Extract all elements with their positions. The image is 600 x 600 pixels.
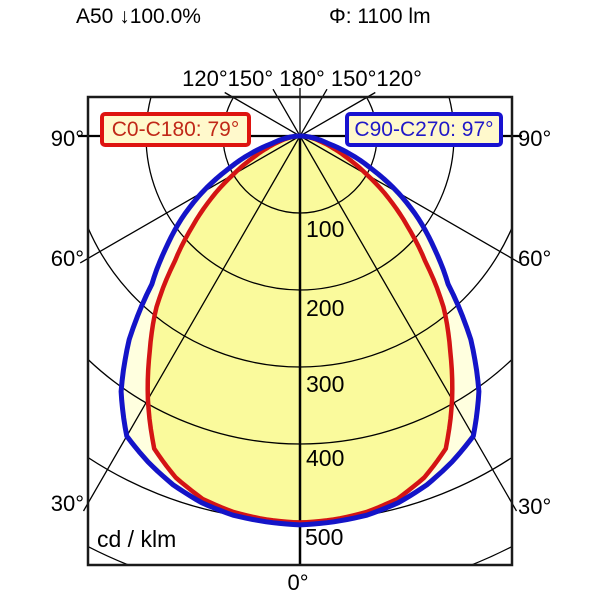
left-angle-label-90: 90° <box>50 126 84 151</box>
radial-label-200: 200 <box>306 295 345 321</box>
legend-c90-c270-label: C90-C270: 97° <box>354 117 494 141</box>
angle-line-60 <box>79 135 301 264</box>
legend-c90-c270: C90-C270: 97° <box>345 112 503 147</box>
angle-line-30 <box>82 135 301 512</box>
intensity-curves <box>118 133 482 528</box>
luminous-flux-header: Φ: 1100 lm <box>329 5 431 28</box>
unit-label: cd / klm <box>97 526 177 552</box>
plot-border <box>86 95 514 567</box>
angle-line-120 <box>299 91 376 137</box>
legend-c0-c180-label: C0-C180: 79° <box>111 117 240 141</box>
angle-line-60 <box>299 135 521 264</box>
radial-label-300: 300 <box>306 371 345 397</box>
left-angle-label-60: 60° <box>50 246 84 271</box>
bottom-angle-label-0: 0° <box>287 570 309 595</box>
radial-label-400: 400 <box>306 445 345 471</box>
angle-line-120 <box>224 91 301 137</box>
left-angle-label-30: 30° <box>50 491 84 516</box>
radial-label-100: 100 <box>306 216 345 242</box>
legend-c0-c180: C0-C180: 79° <box>100 112 251 147</box>
radial-label-500: 500 <box>305 524 344 550</box>
right-angle-label-30: 30° <box>518 494 552 519</box>
angle-line-30 <box>299 135 518 512</box>
right-angle-label-60: 60° <box>518 246 552 271</box>
curve-c90-c270 <box>118 133 482 528</box>
distribution-header: A50 ↓100.0% <box>76 5 201 28</box>
right-angle-label-90: 90° <box>518 126 552 151</box>
top-angle-labels: 120°150° 180° 150°120° <box>182 66 422 91</box>
